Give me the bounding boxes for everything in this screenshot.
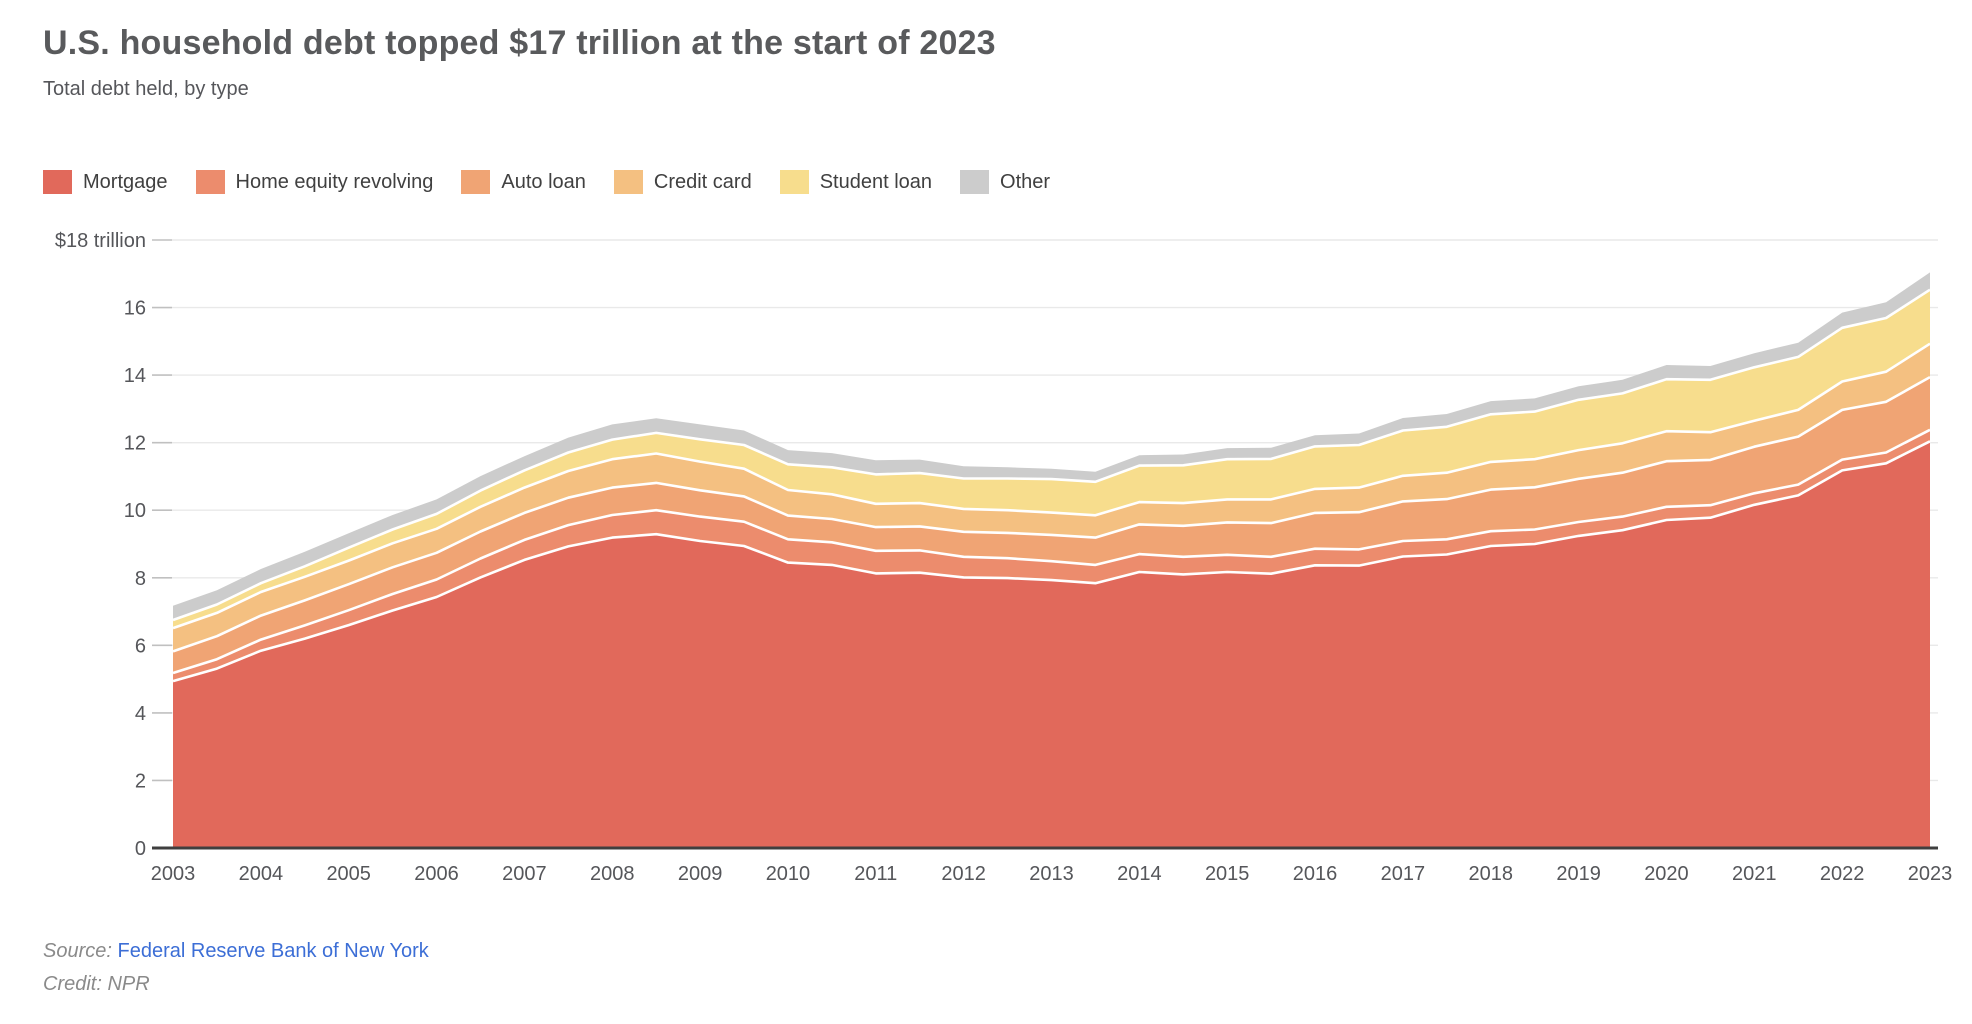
y-tick-label: 4 [135, 703, 146, 725]
legend-item-credit-card: Credit card [613, 170, 752, 194]
layer-separator [172, 342, 1931, 630]
layer-separator [172, 428, 1931, 675]
legend-swatch-icon [960, 170, 990, 194]
layer-separator [172, 440, 1931, 683]
legend-swatch-icon [779, 170, 809, 194]
x-tick-label: 2017 [1381, 863, 1426, 885]
legend-item-mortgage: Mortgage [43, 170, 168, 194]
x-tick-label: 2018 [1469, 863, 1514, 885]
area-credit-card [173, 343, 1930, 652]
x-tick-label: 2020 [1644, 863, 1689, 885]
y-tick-label: 6 [135, 635, 146, 657]
y-tick-label: 16 [124, 298, 146, 320]
source-label: Source: [43, 940, 112, 962]
area-mortgage [173, 441, 1930, 848]
x-tick-label: 2006 [414, 863, 459, 885]
layer-separator [172, 375, 1931, 653]
x-tick-label: 2023 [1908, 863, 1953, 885]
legend-swatch-icon [43, 170, 72, 194]
legend-item-home-equity-revolving: Home equity revolving [195, 170, 434, 194]
y-tick-label: 8 [135, 568, 146, 590]
legend-item-auto-loan: Auto loan [461, 170, 586, 194]
legend-swatch-icon [613, 170, 643, 194]
chart-footer: Source: Federal Reserve Bank of New York… [43, 940, 429, 996]
chart-legend: Mortgage Home equity revolving Auto loan Cr… [43, 170, 1078, 194]
area-home-equity-revolving [173, 429, 1930, 682]
legend-swatch-icon [461, 170, 491, 194]
x-tick-label: 2016 [1293, 863, 1338, 885]
legend-swatch-icon [195, 170, 225, 194]
x-tick-label: 2003 [151, 863, 196, 885]
x-tick-label: 2004 [239, 863, 284, 885]
area-auto-loan [173, 377, 1930, 673]
layer-separator [172, 288, 1931, 622]
legend-label: Home equity revolving [235, 170, 434, 193]
x-tick-label: 2022 [1820, 863, 1865, 885]
page-title: U.S. household debt topped $17 trillion … [43, 24, 996, 62]
x-tick-label: 2019 [1556, 863, 1601, 885]
legend-label: Mortgage [83, 170, 168, 193]
credit-line: Credit: NPR [43, 973, 150, 995]
x-tick-label: 2010 [766, 863, 811, 885]
x-tick-label: 2005 [326, 863, 371, 885]
y-tick-label: 14 [124, 365, 146, 387]
x-tick-label: 2012 [941, 863, 986, 885]
legend-label: Auto loan [501, 170, 586, 193]
legend-item-student-loan: Student loan [779, 170, 933, 194]
x-tick-label: 2011 [854, 863, 897, 885]
y-tick-label: 12 [124, 433, 146, 455]
y-tick-label: 2 [135, 770, 146, 792]
source-line: Source: Federal Reserve Bank of New York [43, 940, 429, 963]
x-tick-label: 2015 [1205, 863, 1250, 885]
x-tick-label: 2021 [1732, 863, 1777, 885]
x-tick-label: 2013 [1029, 863, 1074, 885]
y-tick-label: 0 [135, 838, 146, 860]
x-tick-label: 2009 [678, 863, 723, 885]
legend-label: Credit card [653, 170, 752, 193]
source-link[interactable]: Federal Reserve Bank of New York [117, 940, 429, 962]
chart-subtitle: Total debt held, by type [43, 78, 249, 100]
x-tick-label: 2008 [590, 863, 635, 885]
legend-label: Other [1000, 170, 1051, 193]
y-tick-label: 10 [124, 500, 146, 522]
y-tick-label: $18 trillion [55, 230, 146, 252]
legend-label: Student loan [819, 170, 933, 193]
legend-item-other: Other [960, 170, 1050, 194]
x-tick-label: 2007 [502, 863, 547, 885]
x-tick-label: 2014 [1117, 863, 1162, 885]
